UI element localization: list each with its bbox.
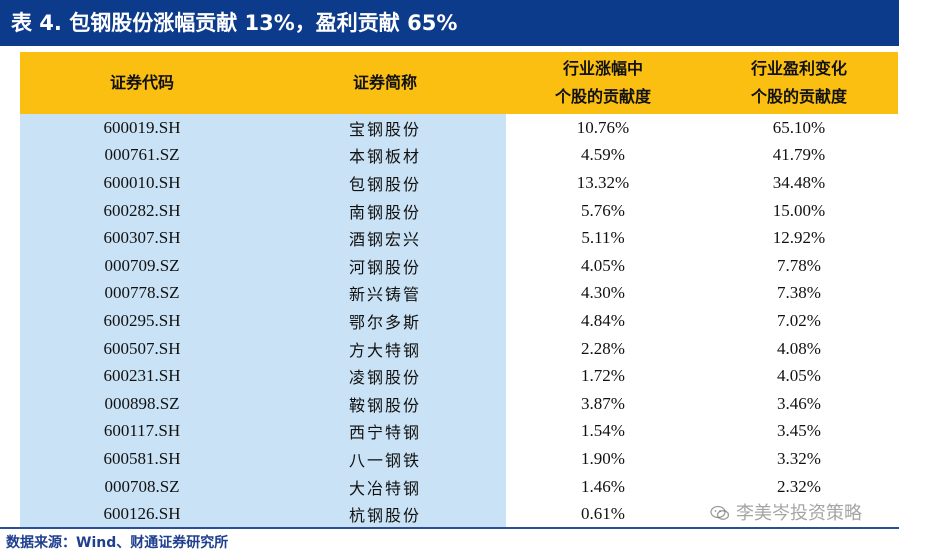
header-code: 证券代码 [20, 52, 264, 114]
cell-code: 600507.SH [20, 334, 264, 363]
table-row: 600581.SH 八一钢铁 1.90% 3.32% [20, 445, 898, 473]
cell-name: 凌钢股份 [264, 362, 506, 390]
cell-rise-contribution: 5.11% [581, 228, 625, 248]
cell-name: 大冶特钢 [264, 472, 506, 501]
table-title: 表 4. 包钢股份涨幅贡献 13%，盈利贡献 65% [0, 0, 899, 46]
wechat-icon [710, 505, 730, 520]
cell-profit-contribution: 7.38% [777, 283, 821, 303]
header-profit-line1: 行业盈利变化 [750, 59, 847, 78]
cell-rise-contribution: 4.30% [581, 283, 625, 303]
cell-code: 600231.SH [20, 362, 264, 390]
cell-name: 方大特钢 [264, 334, 506, 363]
cell-rise-contribution: 2.28% [581, 338, 625, 358]
table-row: 000761.SZ 本钢板材 4.59% 41.79% [20, 141, 898, 170]
cell-name: 河钢股份 [264, 251, 506, 280]
data-table-container: 证券代码 证券简称 行业涨幅中 个股的贡献度 行业盈利变化 个股的贡献度 600… [20, 52, 898, 528]
cell-name: 西宁特钢 [264, 417, 506, 446]
cell-code: 600581.SH [20, 445, 264, 473]
cell-profit-contribution: 4.08% [777, 338, 821, 358]
cell-name: 鞍钢股份 [264, 389, 506, 418]
watermark: 李美岑投资策略 [710, 499, 862, 525]
cell-profit-contribution: 41.79% [772, 145, 826, 165]
cell-code: 600307.SH [20, 224, 264, 252]
cell-rise-contribution: 4.84% [581, 310, 625, 330]
cell-code: 000709.SZ [20, 251, 264, 280]
cell-profit-contribution: 65.10% [772, 117, 826, 137]
cell-name: 宝钢股份 [264, 114, 506, 142]
cell-rise-contribution: 4.05% [581, 255, 625, 275]
cell-code: 000761.SZ [20, 141, 264, 170]
cell-rise-contribution: 1.54% [581, 421, 625, 441]
table-row: 600117.SH 西宁特钢 1.54% 3.45% [20, 417, 898, 446]
table-row: 000898.SZ 鞍钢股份 3.87% 3.46% [20, 389, 898, 418]
cell-rise-contribution: 10.76% [576, 117, 630, 137]
cell-profit-contribution: 15.00% [772, 200, 826, 220]
header-row: 证券代码 证券简称 行业涨幅中 个股的贡献度 行业盈利变化 个股的贡献度 [20, 52, 898, 114]
cell-code: 600295.SH [20, 307, 264, 335]
cell-name: 酒钢宏兴 [264, 224, 506, 252]
cell-rise-contribution: 1.72% [581, 366, 625, 386]
table-row: 600307.SH 酒钢宏兴 5.11% 12.92% [20, 224, 898, 252]
cell-rise-contribution: 3.87% [581, 393, 625, 413]
cell-code: 600010.SH [20, 169, 264, 197]
cell-name: 新兴铸管 [264, 279, 506, 308]
cell-name: 包钢股份 [264, 169, 506, 197]
cell-code: 600282.SH [20, 196, 264, 225]
header-rise-line2: 个股的贡献度 [554, 87, 651, 106]
bottom-divider [0, 527, 899, 529]
header-rise-contribution: 行业涨幅中 个股的贡献度 [506, 52, 700, 114]
cell-profit-contribution: 34.48% [772, 172, 826, 192]
cell-profit-contribution: 7.78% [777, 255, 821, 275]
cell-profit-contribution: 4.05% [777, 366, 821, 386]
table-header: 证券代码 证券简称 行业涨幅中 个股的贡献度 行业盈利变化 个股的贡献度 [20, 52, 898, 114]
cell-code: 600126.SH [20, 500, 264, 528]
source-note: 数据来源：Wind、财通证券研究所 [6, 535, 229, 551]
watermark-text: 李美岑投资策略 [736, 503, 862, 524]
header-rise-line1: 行业涨幅中 [562, 59, 643, 78]
header-name: 证券简称 [264, 52, 506, 114]
cell-code: 000898.SZ [20, 389, 264, 418]
cell-profit-contribution: 3.46% [777, 393, 821, 413]
cell-profit-contribution: 2.32% [777, 476, 821, 496]
cell-rise-contribution: 1.90% [581, 448, 625, 468]
table-row: 600019.SH 宝钢股份 10.76% 65.10% [20, 114, 898, 142]
cell-rise-contribution: 4.59% [581, 145, 625, 165]
table-row: 600507.SH 方大特钢 2.28% 4.08% [20, 334, 898, 363]
table-row: 600231.SH 凌钢股份 1.72% 4.05% [20, 362, 898, 390]
table-body: 600019.SH 宝钢股份 10.76% 65.10% 000761.SZ 本钢板材 4.… [20, 114, 898, 528]
cell-code: 600117.SH [20, 417, 264, 446]
table-row: 000709.SZ 河钢股份 4.05% 7.78% [20, 251, 898, 280]
table-row: 600010.SH 包钢股份 13.32% 34.48% [20, 169, 898, 197]
table-row: 600282.SH 南钢股份 5.76% 15.00% [20, 196, 898, 225]
cell-name: 杭钢股份 [264, 500, 506, 528]
header-profit-line2: 个股的贡献度 [750, 87, 847, 106]
cell-rise-contribution: 0.61% [581, 504, 625, 524]
cell-rise-contribution: 1.46% [581, 476, 625, 496]
table-row: 600295.SH 鄂尔多斯 4.84% 7.02% [20, 307, 898, 335]
table-row: 000778.SZ 新兴铸管 4.30% 7.38% [20, 279, 898, 308]
contribution-table: 证券代码 证券简称 行业涨幅中 个股的贡献度 行业盈利变化 个股的贡献度 600… [20, 52, 898, 528]
cell-profit-contribution: 7.02% [777, 310, 821, 330]
cell-name: 鄂尔多斯 [264, 307, 506, 335]
cell-rise-contribution: 13.32% [576, 172, 630, 192]
cell-name: 南钢股份 [264, 196, 506, 225]
table-row: 000708.SZ 大冶特钢 1.46% 2.32% [20, 472, 898, 501]
cell-profit-contribution: 12.92% [772, 228, 826, 248]
header-profit-contribution: 行业盈利变化 个股的贡献度 [700, 52, 898, 114]
table-row: 600126.SH 杭钢股份 0.61% [20, 500, 898, 528]
cell-code: 000708.SZ [20, 472, 264, 501]
cell-profit-contribution: 3.45% [777, 421, 821, 441]
cell-code: 600019.SH [20, 114, 264, 142]
cell-name: 八一钢铁 [264, 445, 506, 473]
cell-rise-contribution: 5.76% [581, 200, 625, 220]
cell-code: 000778.SZ [20, 279, 264, 308]
cell-profit-contribution: 3.32% [777, 448, 821, 468]
cell-name: 本钢板材 [264, 141, 506, 170]
